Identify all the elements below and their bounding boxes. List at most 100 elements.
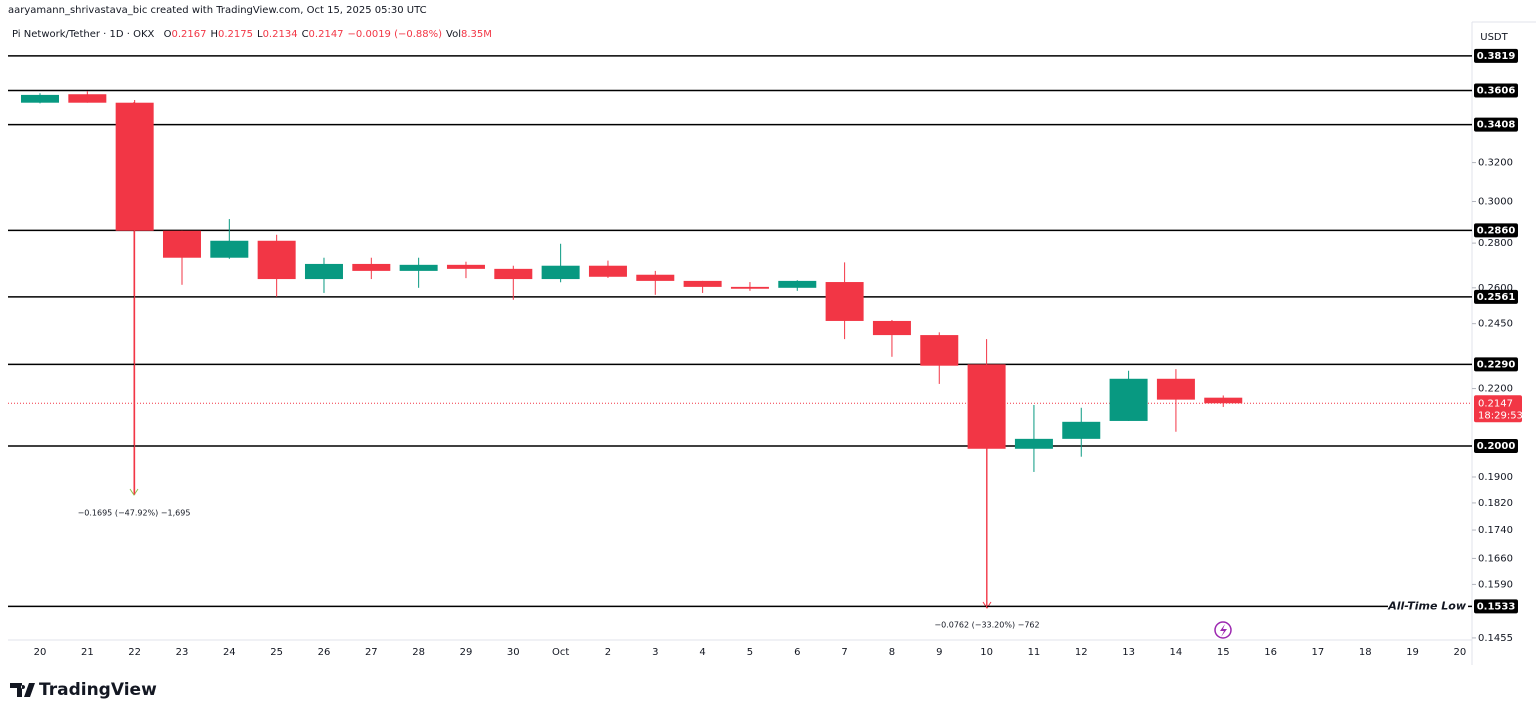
measure-arrow bbox=[982, 601, 992, 609]
x-tick-label: 9 bbox=[936, 647, 942, 658]
brand-logo bbox=[10, 683, 35, 697]
x-tick-label: 3 bbox=[652, 647, 658, 658]
candle-body bbox=[967, 364, 1006, 449]
level-box bbox=[1474, 83, 1518, 98]
x-tick-label: 10 bbox=[980, 647, 993, 658]
candle-body bbox=[68, 94, 107, 103]
field-value: 0.2167 bbox=[171, 29, 207, 40]
x-tick-label: 17 bbox=[1312, 647, 1325, 658]
x-tick-label: 20 bbox=[1454, 647, 1467, 658]
symbol: Pi Network/Tether · 1D · OKX bbox=[12, 29, 155, 40]
candle-body bbox=[1014, 438, 1053, 449]
measure-label: −0.1695 (−47.92%) −1,695 bbox=[78, 509, 191, 518]
candle-body bbox=[162, 230, 201, 258]
x-tick-label: 5 bbox=[747, 647, 753, 658]
candle-body bbox=[399, 264, 438, 271]
x-tick-label: 4 bbox=[699, 647, 705, 658]
candle-body bbox=[588, 265, 627, 277]
level-box bbox=[1474, 117, 1518, 132]
candle-body bbox=[494, 268, 533, 280]
price-box bbox=[1474, 395, 1522, 423]
x-tick-label: 14 bbox=[1170, 647, 1183, 658]
y-tick-label: 0.2800 bbox=[1478, 238, 1513, 249]
candle-body bbox=[352, 263, 391, 271]
level-label: 0.2290 bbox=[1477, 359, 1516, 370]
x-tick-label: 15 bbox=[1217, 647, 1230, 658]
volume-label: Vol bbox=[446, 29, 462, 40]
level-label: 0.3408 bbox=[1477, 120, 1516, 131]
measure-arrow bbox=[129, 488, 139, 496]
measure: −0.1695 (−47.92%) −1,695 −0.0762 (−33.20… bbox=[78, 102, 1040, 630]
candle-body bbox=[1204, 397, 1243, 404]
candle-body bbox=[920, 335, 959, 366]
y-tick-label: 0.3200 bbox=[1478, 158, 1513, 169]
volume: 8.35M bbox=[461, 29, 492, 40]
field-label: L bbox=[256, 29, 263, 40]
candle-body bbox=[257, 240, 296, 280]
level-box bbox=[1474, 223, 1518, 238]
level-annotation: All-Time Low bbox=[1387, 599, 1467, 612]
candle-body bbox=[1062, 421, 1101, 439]
y-tick-label: 0.1900 bbox=[1478, 472, 1513, 483]
field-label: O bbox=[163, 29, 172, 40]
y-tick-label: 0.1455 bbox=[1478, 633, 1513, 644]
y-tick-label: 0.2600 bbox=[1478, 283, 1513, 294]
candle-body bbox=[541, 265, 580, 280]
x-tick-label: 26 bbox=[318, 647, 331, 658]
candle-body bbox=[778, 280, 817, 288]
change: −0.0019 (−0.88%) bbox=[347, 29, 443, 40]
field-label: H bbox=[210, 29, 218, 40]
y-tick-label: 0.1740 bbox=[1478, 525, 1513, 536]
measure-label: −0.0762 (−33.20%) −762 bbox=[934, 621, 1039, 630]
field-value: 0.2134 bbox=[262, 29, 298, 40]
x-tick-label: 28 bbox=[412, 647, 425, 658]
x-tick-label: 27 bbox=[365, 647, 378, 658]
x-tick-label: 7 bbox=[841, 647, 847, 658]
x-tick-label: 13 bbox=[1122, 647, 1135, 658]
candle-body bbox=[1109, 378, 1148, 421]
legend: Pi Network/Tether · 1D · OKX O0.2167 H0.2… bbox=[12, 29, 492, 40]
candle-body bbox=[730, 286, 769, 289]
y-tick-label: 0.1660 bbox=[1478, 553, 1513, 564]
x-tick-label: 6 bbox=[794, 647, 800, 658]
price-label: 0.2147 bbox=[1478, 398, 1513, 409]
level-label: 0.2000 bbox=[1477, 441, 1516, 452]
x-tick-label: 12 bbox=[1075, 647, 1088, 658]
candle-body bbox=[636, 274, 675, 281]
y-tick-label: 0.3000 bbox=[1478, 197, 1513, 208]
field-value: 0.2175 bbox=[217, 29, 253, 40]
event-icon[interactable] bbox=[1214, 621, 1232, 639]
x-tick-label: 2 bbox=[605, 647, 611, 658]
candle-body bbox=[1156, 378, 1195, 400]
x-tick-label: 8 bbox=[889, 647, 895, 658]
level-label: 0.1533 bbox=[1477, 601, 1516, 612]
candle-body bbox=[683, 280, 722, 287]
candle-body bbox=[21, 94, 59, 103]
level-label: 0.2860 bbox=[1477, 225, 1516, 236]
credit: aaryamann_shrivastava_bic created with T… bbox=[8, 5, 427, 16]
candle-body bbox=[872, 320, 911, 336]
x-tick-label: 11 bbox=[1028, 647, 1041, 658]
candle-body bbox=[115, 102, 154, 231]
field-value: 0.2147 bbox=[308, 29, 344, 40]
level-box bbox=[1474, 48, 1518, 63]
level-label: 0.3606 bbox=[1477, 86, 1516, 97]
level-box bbox=[1474, 357, 1518, 372]
candle-body bbox=[304, 263, 343, 280]
x-tick-label: 16 bbox=[1264, 647, 1277, 658]
annotation-bg bbox=[1388, 599, 1468, 614]
level-box bbox=[1474, 439, 1518, 454]
candle-body bbox=[825, 282, 864, 321]
x-tick-label: 19 bbox=[1406, 647, 1419, 658]
currency: USDT bbox=[1480, 32, 1508, 43]
x-tick-label: 21 bbox=[81, 647, 94, 658]
y-tick-label: 0.2450 bbox=[1478, 319, 1513, 330]
countdown: 18:29:53 bbox=[1478, 410, 1523, 421]
y-tick-label: 0.1820 bbox=[1478, 498, 1513, 509]
x-tick-label: 22 bbox=[128, 647, 141, 658]
x-tick-label: 29 bbox=[460, 647, 473, 658]
y-tick-label: 0.2200 bbox=[1478, 384, 1513, 395]
brand: TradingView bbox=[39, 680, 157, 700]
